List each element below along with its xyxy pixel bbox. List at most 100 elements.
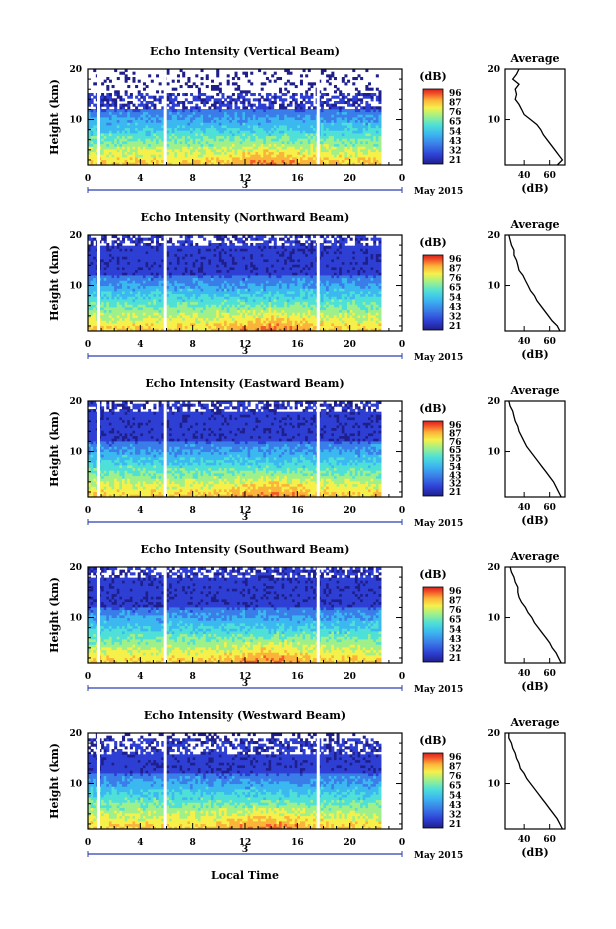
heatmap-cell xyxy=(378,157,381,160)
heatmap-cell xyxy=(119,256,122,259)
heatmap-cell xyxy=(172,109,175,112)
heatmap-cell xyxy=(101,93,104,96)
heatmap-cell xyxy=(221,114,224,117)
heatmap-cell xyxy=(93,144,96,147)
heatmap-cell xyxy=(276,128,279,131)
heatmap-cell xyxy=(101,251,104,254)
heatmap-cell xyxy=(258,117,261,120)
heatmap-cell xyxy=(140,96,143,99)
heatmap-cell xyxy=(211,130,214,133)
heatmap-cell xyxy=(274,80,277,83)
heatmap-cell xyxy=(119,318,122,321)
y-axis-label: Height (km) xyxy=(48,79,61,155)
heatmap-cell xyxy=(376,154,379,157)
heatmap-cell xyxy=(216,74,219,77)
heatmap-cell xyxy=(106,283,109,286)
heatmap-cell xyxy=(365,157,368,160)
heatmap-cell xyxy=(106,278,109,281)
heatmap-cell xyxy=(245,93,248,96)
heatmap-cell xyxy=(106,251,109,254)
heatmap-cell xyxy=(104,240,107,243)
heatmap-cell xyxy=(297,133,300,136)
heatmap-cell xyxy=(360,141,363,144)
heatmap-cell xyxy=(91,291,94,294)
heatmap-cell xyxy=(190,120,193,123)
heatmap-cell xyxy=(211,88,214,91)
heatmap-cell xyxy=(206,154,209,157)
heatmap-cell xyxy=(363,128,366,131)
heatmap-cell xyxy=(350,120,353,123)
heatmap-cell xyxy=(211,154,214,157)
heatmap-cell xyxy=(119,320,122,323)
heatmap-cell xyxy=(284,114,287,117)
heatmap-cell xyxy=(271,149,274,152)
heatmap-cell xyxy=(287,149,290,152)
heatmap-cell xyxy=(287,112,290,115)
heatmap-cell xyxy=(214,112,217,115)
heatmap-cell xyxy=(347,146,350,149)
heatmap-cell xyxy=(106,85,109,88)
heatmap-cell xyxy=(130,130,133,133)
heatmap-cell xyxy=(132,144,135,147)
heatmap-cell xyxy=(132,128,135,131)
heatmap-cell xyxy=(300,117,303,120)
heatmap-cell xyxy=(334,138,337,141)
heatmap-cell xyxy=(172,98,175,101)
heatmap-cell xyxy=(114,152,117,155)
heatmap-cell xyxy=(109,326,112,329)
heatmap-cell xyxy=(371,117,374,120)
heatmap-cell xyxy=(193,109,196,112)
heatmap-cell xyxy=(271,112,274,115)
heatmap-cell xyxy=(195,141,198,144)
heatmap-cell xyxy=(148,130,151,133)
heatmap-cell xyxy=(237,93,240,96)
heatmap-cell xyxy=(352,146,355,149)
heatmap-cell xyxy=(371,88,374,91)
heatmap-cell xyxy=(263,149,266,152)
heatmap-cell xyxy=(112,254,115,257)
heatmap-cell xyxy=(177,120,180,123)
heatmap-cell xyxy=(229,136,232,139)
heatmap-cell xyxy=(305,149,308,152)
heatmap-cell xyxy=(167,144,170,147)
heatmap-cell xyxy=(132,152,135,155)
heatmap-cell xyxy=(109,256,112,259)
heatmap-cell xyxy=(271,154,274,157)
heatmap-cell xyxy=(117,315,120,318)
heatmap-cell xyxy=(274,93,277,96)
heatmap-cell xyxy=(106,267,109,270)
heatmap-cell xyxy=(292,157,295,160)
heatmap-cell xyxy=(148,152,151,155)
heatmap-cell xyxy=(125,286,128,289)
heatmap-cell xyxy=(360,125,363,128)
heatmap-cell xyxy=(221,152,224,155)
heatmap-cell xyxy=(112,307,115,310)
heatmap-cell xyxy=(237,106,240,109)
heatmap-cell xyxy=(329,160,332,163)
heatmap-cell xyxy=(284,88,287,91)
heatmap-cell xyxy=(240,96,243,99)
heatmap-cell xyxy=(156,152,159,155)
heatmap-cell xyxy=(303,109,306,112)
heatmap-cell xyxy=(193,138,196,141)
heatmap-cell xyxy=(368,160,371,163)
heatmap-cell xyxy=(206,112,209,115)
heatmap-cell xyxy=(211,112,214,115)
heatmap-cell xyxy=(177,74,180,77)
heatmap-cell xyxy=(269,114,272,117)
heatmap-cell xyxy=(182,122,185,125)
heatmap-cell xyxy=(313,144,316,147)
heatmap-cell xyxy=(106,312,109,315)
heatmap-cell xyxy=(313,149,316,152)
heatmap-cell xyxy=(305,74,308,77)
heatmap-cell xyxy=(177,112,180,115)
heatmap-cell xyxy=(331,146,334,149)
heatmap-cell xyxy=(174,133,177,136)
heatmap-cell xyxy=(91,267,94,270)
heatmap-cell xyxy=(119,114,122,117)
heatmap-cell xyxy=(130,146,133,149)
heatmap-cell xyxy=(227,138,230,141)
heatmap-cell xyxy=(159,146,162,149)
heatmap-cell xyxy=(198,88,201,91)
heatmap-cell xyxy=(101,259,104,262)
